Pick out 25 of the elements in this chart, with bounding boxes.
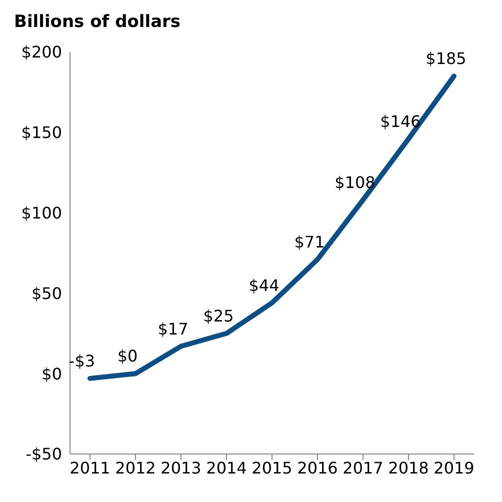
x-tick-label: 2013 xyxy=(160,458,202,478)
data-label: $185 xyxy=(426,49,466,68)
y-axis-title: Billions of dollars xyxy=(14,12,181,32)
x-tick-label: 2012 xyxy=(115,458,156,478)
data-label: $108 xyxy=(334,172,376,192)
data-label: $0 xyxy=(117,346,138,366)
y-tick-label: $200 xyxy=(21,42,62,62)
x-tick-label: 2011 xyxy=(70,458,110,478)
x-tick-label: 2018 xyxy=(388,458,429,478)
x-tick-label: 2016 xyxy=(297,458,338,478)
x-tick-label: 2015 xyxy=(252,458,292,478)
x-tick-label: 2019 xyxy=(434,458,474,478)
data-label: $146 xyxy=(380,112,421,131)
data-label: $25 xyxy=(203,306,234,326)
y-tick-label: $100 xyxy=(21,203,62,222)
y-tick-label: $150 xyxy=(21,123,62,142)
x-tick-label: 2017 xyxy=(342,458,384,478)
data-label: $44 xyxy=(248,276,280,295)
data-label: -$3 xyxy=(68,351,96,370)
y-tick-label: $50 xyxy=(31,284,62,303)
x-tick-label: 2014 xyxy=(206,458,247,478)
y-tick-label: -$50 xyxy=(26,444,62,464)
data-label: $71 xyxy=(294,232,325,252)
data-label: $17 xyxy=(158,319,188,338)
y-tick-label: $0 xyxy=(42,364,62,384)
